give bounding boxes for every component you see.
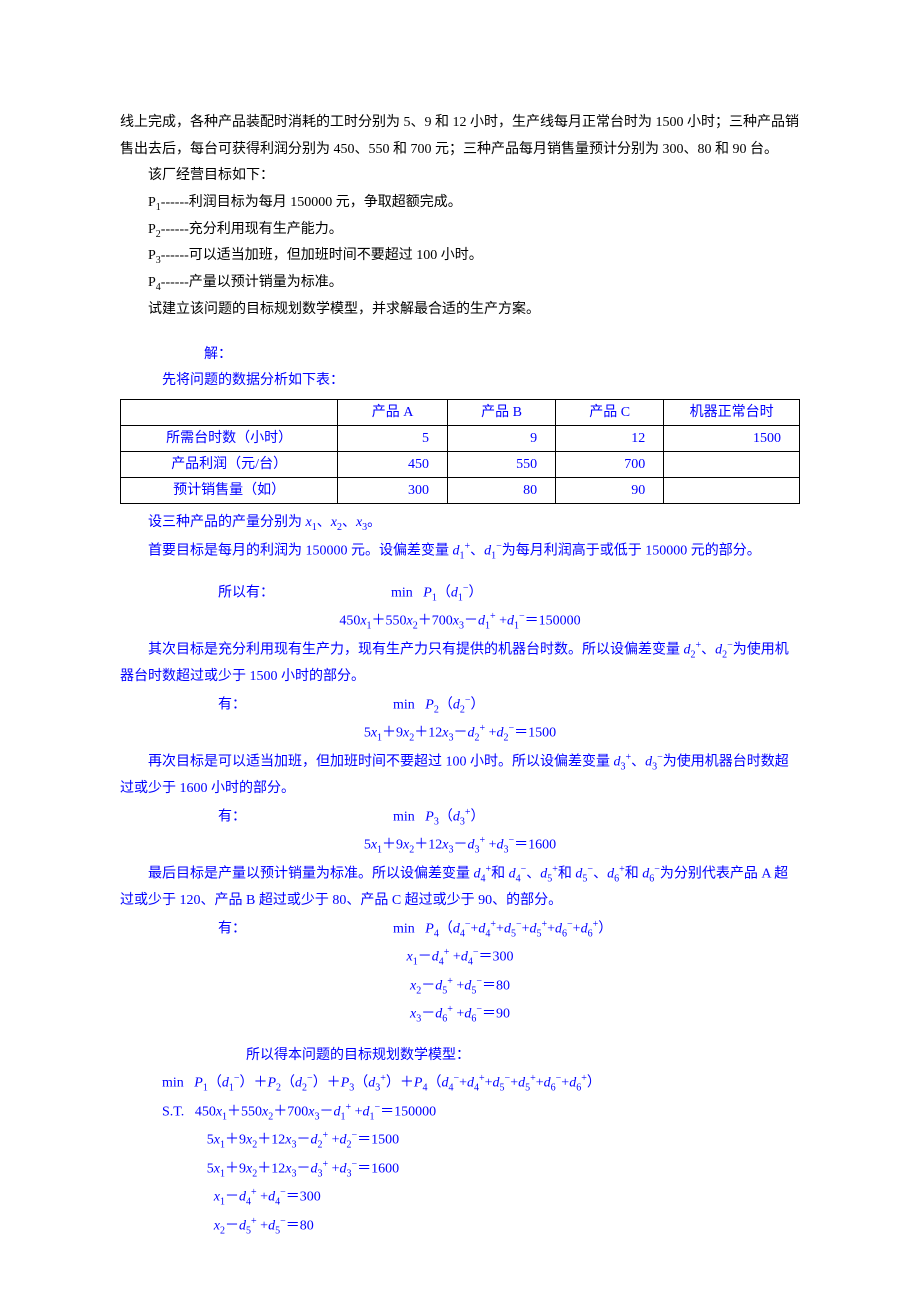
document-page: 线上完成，各种产品装配时消耗的工时分别为 5、9 和 12 小时，生产线每月正常… <box>0 0 920 1300</box>
so-have: 所以有： <box>218 586 274 601</box>
set-vars-line: 设三种产品的产量分别为 x1、x2、x3。 <box>120 510 800 537</box>
goal-p3-text: ------可以适当加班，但加班时间不要超过 100 小时。 <box>161 248 483 263</box>
eq4a-rhs: ＝300 <box>478 950 513 965</box>
row3-a: 300 <box>338 477 448 503</box>
goal2-text: 其次目标是充分利用现有生产力，现有生产力只有提供的机器台时数。所以设偏差变量 <box>148 643 680 658</box>
eq2-line: 5x1＋9x2＋12x3－d2+ +d2−＝1500 <box>120 719 800 747</box>
eq2-min: 有： min P2（d2−） <box>218 691 800 719</box>
have-label-3: 有： <box>218 810 246 825</box>
eq4b-line: x2－d5+ +d5−＝80 <box>120 972 800 1000</box>
row2-label: 产品利润（元/台） <box>121 451 338 477</box>
eq4a-line: x1－d4+ +d4−＝300 <box>120 943 800 971</box>
th-b: 产品 B <box>447 399 555 425</box>
eq4-min: 有： min P4（d4−+d4++d5−+d5++d6−+d6+） <box>218 915 800 943</box>
eq1-rhs: ＝150000 <box>525 614 581 629</box>
model-min-line: min P1（d1−）＋P2（d2−）＋P3（d3+）＋P4（d4−+d4++d… <box>162 1069 800 1097</box>
eq1-line: 450x1＋550x2＋700x3－d1+ +d1−＝150000 <box>120 607 800 635</box>
eq4b-rhs: ＝80 <box>482 978 510 993</box>
row2-b: 550 <box>447 451 555 477</box>
intro-paragraph: 线上完成，各种产品装配时消耗的工时分别为 5、9 和 12 小时，生产线每月正常… <box>120 110 800 163</box>
row1-b: 9 <box>447 425 555 451</box>
th-machine: 机器正常台时 <box>664 399 800 425</box>
goal4-line: 最后目标是产量以预计销量为标准。所以设偏差变量 d4+和 d4−、d5+和 d5… <box>120 860 800 915</box>
data-table: 产品 A 产品 B 产品 C 机器正常台时 所需台时数（小时） 5 9 12 1… <box>120 399 800 504</box>
goal3-line: 再次目标是可以适当加班，但加班时间不要超过 100 小时。所以设偏差变量 d3+… <box>120 748 800 803</box>
eq3-rhs: ＝1600 <box>514 838 556 853</box>
min-label: min <box>391 586 413 601</box>
task-line: 试建立该问题的目标规划数学模型，并求解最合适的生产方案。 <box>120 297 800 324</box>
row1-a: 5 <box>338 425 448 451</box>
goal1-tail: 为每月利润高于或低于 150000 元的部分。 <box>502 543 761 558</box>
row3-c: 90 <box>556 477 664 503</box>
table-intro: 先将问题的数据分析如下表： <box>162 368 800 395</box>
table-header-row: 产品 A 产品 B 产品 C 机器正常台时 <box>121 399 800 425</box>
goal3-text: 再次目标是可以适当加班，但加班时间不要超过 100 小时。所以设偏差变量 <box>148 755 610 770</box>
st4-rhs: ＝300 <box>286 1190 321 1205</box>
have-label-4: 有： <box>218 922 246 937</box>
row3-label: 预计销售量（如） <box>121 477 338 503</box>
goal-p4-text: ------产量以预计销量为标准。 <box>161 275 343 290</box>
table-row: 产品利润（元/台） 450 550 700 <box>121 451 800 477</box>
st-line-5: x2－d5+ +d5−＝80 <box>214 1212 800 1240</box>
goal-p2: P2------充分利用现有生产能力。 <box>120 217 800 244</box>
goal-p4: P4------产量以预计销量为标准。 <box>120 270 800 297</box>
set-vars-text: 设三种产品的产量分别为 <box>148 515 302 530</box>
eq4c-line: x3－d6+ +d6−＝90 <box>120 1000 800 1028</box>
have-label-2: 有： <box>218 698 246 713</box>
goal-p1: P1------利润目标为每月 150000 元，争取超额完成。 <box>120 190 800 217</box>
row1-c: 12 <box>556 425 664 451</box>
row3-b: 80 <box>447 477 555 503</box>
min-label-3: min <box>393 810 415 825</box>
eq3-min: 有： min P3（d3+） <box>218 803 800 831</box>
goal-p2-text: ------充分利用现有生产能力。 <box>161 222 343 237</box>
eq4c-rhs: ＝90 <box>482 1007 510 1022</box>
min-label-final: min <box>162 1076 184 1091</box>
row2-m <box>664 451 800 477</box>
goal-p1-text: ------利润目标为每月 150000 元，争取超额完成。 <box>161 195 462 210</box>
eq3-line: 5x1＋9x2＋12x3－d3+ +d3−＝1600 <box>120 831 800 859</box>
solution-label: 解： <box>204 342 800 369</box>
table-row: 所需台时数（小时） 5 9 12 1500 <box>121 425 800 451</box>
goal1-line: 首要目标是每月的利润为 150000 元。设偏差变量 d1+、d1−为每月利润高… <box>120 537 800 565</box>
min-label-4: min <box>393 922 415 937</box>
goal-p3: P3------可以适当加班，但加班时间不要超过 100 小时。 <box>120 243 800 270</box>
st-line-2: 5x1＋9x2＋12x3－d2+ +d2−＝1500 <box>207 1126 800 1154</box>
min-label-2: min <box>393 698 415 713</box>
st3-rhs: ＝1600 <box>357 1161 399 1176</box>
st1-rhs: ＝150000 <box>380 1104 436 1119</box>
goals-header: 该厂经营目标如下： <box>120 163 800 190</box>
row2-c: 700 <box>556 451 664 477</box>
th-a: 产品 A <box>338 399 448 425</box>
goal1-text: 首要目标是每月的利润为 150000 元。设偏差变量 <box>148 543 449 558</box>
row3-m <box>664 477 800 503</box>
row2-a: 450 <box>338 451 448 477</box>
th-blank <box>121 399 338 425</box>
st-line-4: x1－d4+ +d4−＝300 <box>214 1183 800 1211</box>
model-title: 所以得本问题的目标规划数学模型： <box>246 1043 800 1070</box>
st-line-3: 5x1＋9x2＋12x3－d3+ +d3−＝1600 <box>207 1155 800 1183</box>
goal4-text: 最后目标是产量以预计销量为标准。所以设偏差变量 <box>148 866 470 881</box>
goal2-line: 其次目标是充分利用现有生产力，现有生产力只有提供的机器台时数。所以设偏差变量 d… <box>120 636 800 691</box>
eq2-rhs: ＝1500 <box>514 726 556 741</box>
row1-label: 所需台时数（小时） <box>121 425 338 451</box>
eq1-min: 所以有： min P1（d1−） <box>218 579 800 607</box>
st5-rhs: ＝80 <box>286 1218 314 1233</box>
st-line-1: S.T. 450x1＋550x2＋700x3－d1+ +d1−＝150000 <box>162 1098 800 1126</box>
table-row: 预计销售量（如） 300 80 90 <box>121 477 800 503</box>
th-c: 产品 C <box>556 399 664 425</box>
st-label: S.T. <box>162 1104 184 1119</box>
st2-rhs: ＝1500 <box>357 1133 399 1148</box>
row1-m: 1500 <box>664 425 800 451</box>
